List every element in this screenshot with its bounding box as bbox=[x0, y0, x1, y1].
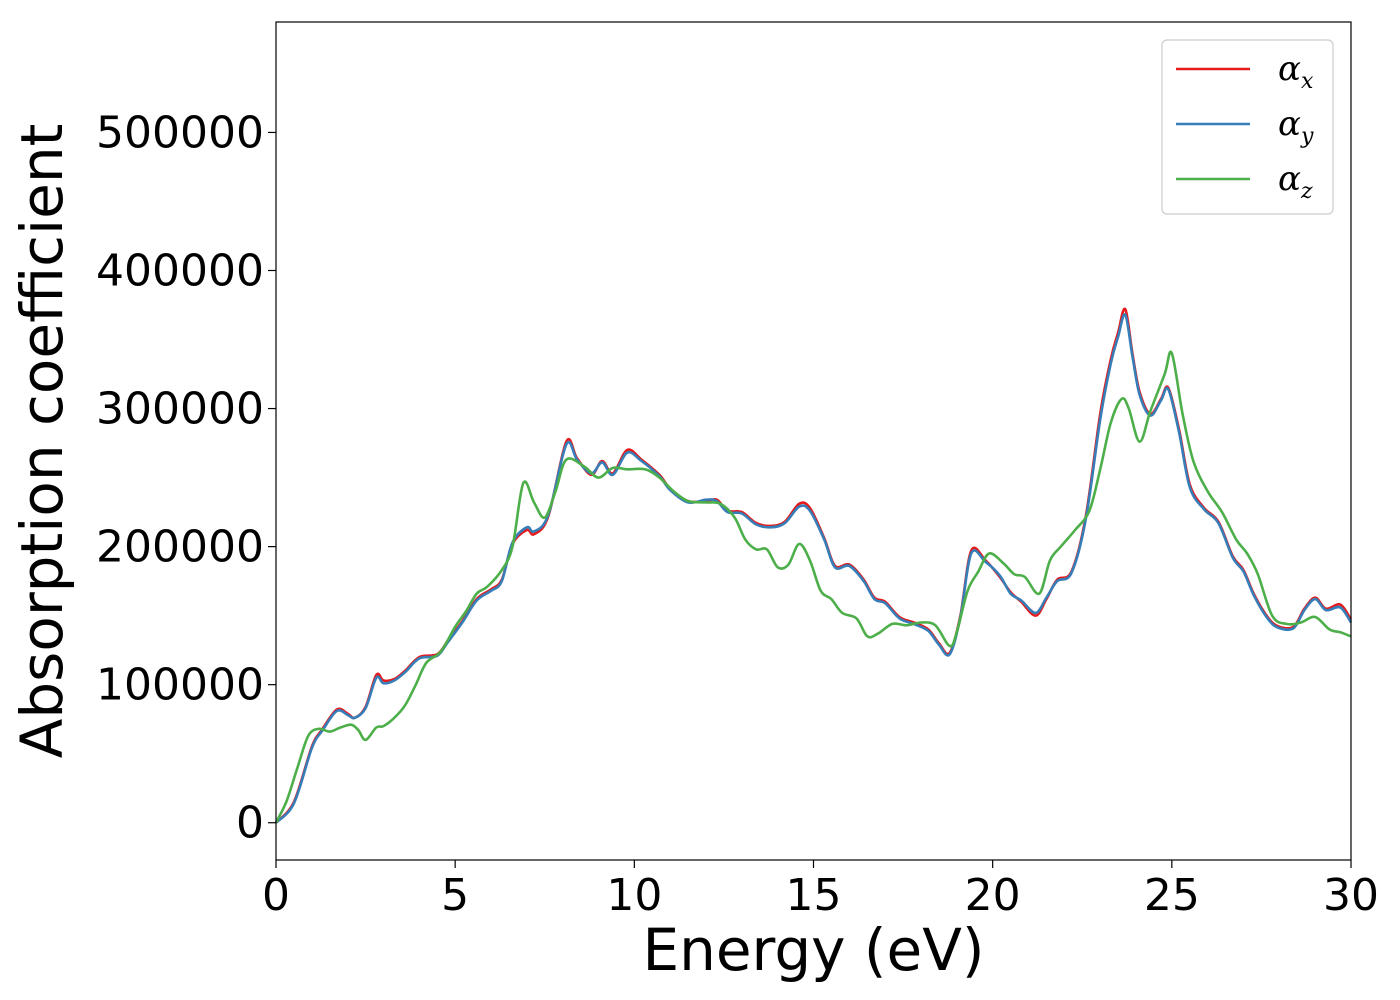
x-tick-label: 20 bbox=[965, 870, 1021, 921]
x-tick-label: 15 bbox=[786, 870, 842, 921]
legend-label-alpha-z: αz bbox=[1278, 159, 1313, 204]
x-tick-label: 30 bbox=[1323, 870, 1379, 921]
series-layer bbox=[274, 307, 1353, 824]
legend-box bbox=[1161, 39, 1334, 215]
legend-label-subscript: z bbox=[1300, 179, 1313, 204]
legend-label-symbol: α bbox=[1278, 104, 1301, 144]
legend-label-subscript: y bbox=[1300, 124, 1314, 149]
y-tick-label: 200000 bbox=[96, 522, 264, 573]
y-tick-label: 0 bbox=[236, 798, 264, 849]
y-axis-ticks: 0 100000 200000 300000 400000 500000 bbox=[96, 107, 276, 849]
y-tick-label: 500000 bbox=[96, 107, 264, 158]
x-tick-label: 0 bbox=[262, 870, 290, 921]
y-tick-label: 400000 bbox=[96, 246, 264, 297]
y-axis-title: Absorption coefficient bbox=[8, 124, 76, 759]
x-axis-title: Energy (eV) bbox=[642, 916, 984, 984]
series-line-alpha-y bbox=[275, 313, 1353, 824]
x-tick-label: 25 bbox=[1144, 870, 1200, 921]
y-tick-label: 100000 bbox=[96, 660, 264, 711]
legend-label-symbol: α bbox=[1278, 159, 1301, 199]
x-tick-label: 10 bbox=[606, 870, 662, 921]
legend-label-subscript: x bbox=[1301, 69, 1314, 94]
legend-label-alpha-y: αy bbox=[1278, 104, 1314, 149]
legend-label-symbol: α bbox=[1278, 49, 1301, 89]
series-line-alpha-z bbox=[274, 350, 1352, 824]
x-tick-label: 5 bbox=[441, 870, 469, 921]
legend-label-alpha-x: αx bbox=[1278, 49, 1314, 94]
x-axis-ticks: 0 5 10 15 20 25 30 bbox=[262, 860, 1379, 921]
y-tick-label: 300000 bbox=[96, 384, 264, 435]
